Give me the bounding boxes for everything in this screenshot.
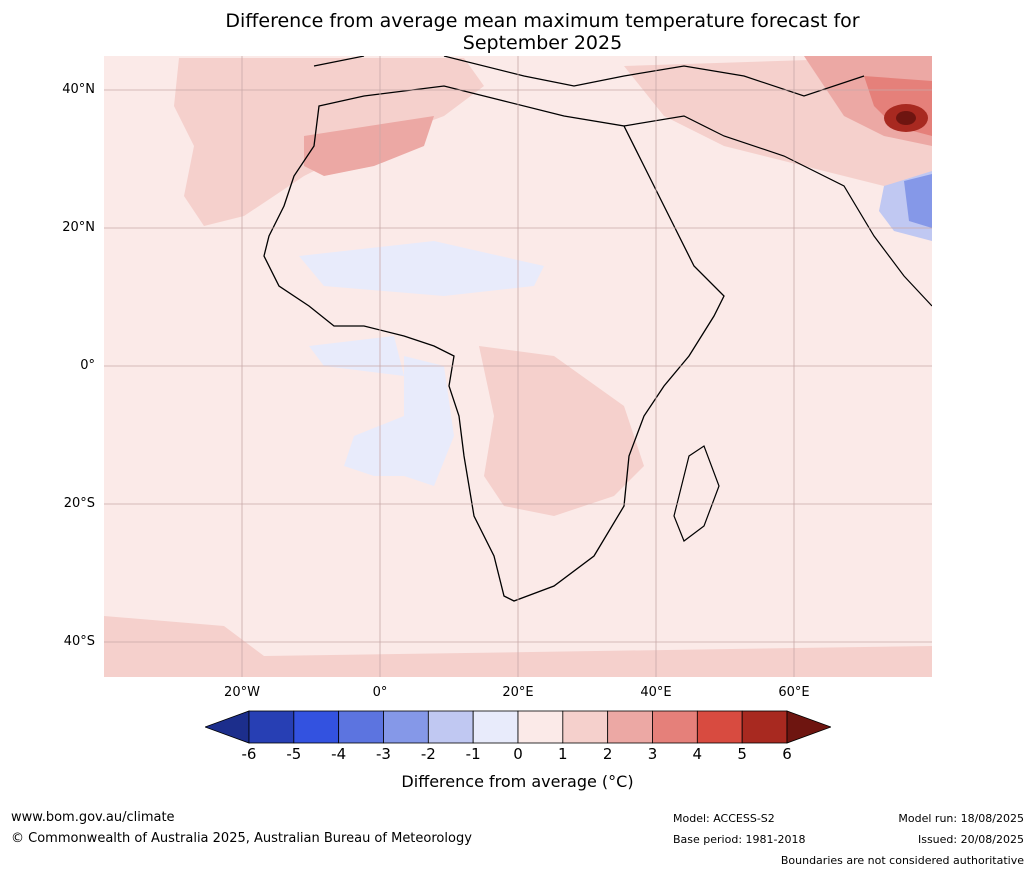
anomaly-2-3-patch (304, 116, 434, 176)
forecast-map (104, 56, 932, 677)
footer-disclaimer: Boundaries are not considered authoritat… (780, 854, 1024, 867)
footer-base-period: Base period: 1981-2018 (673, 833, 806, 846)
anomaly-cool-patch-sahel (299, 241, 544, 296)
colorbar-box (293, 710, 340, 744)
colorbar-box (696, 710, 743, 744)
map-svg (104, 56, 932, 677)
colorbar-extend-high (786, 710, 833, 744)
colorbar-extend-low (203, 710, 250, 744)
colorbar-box (427, 710, 474, 744)
footer-copyright: © Commonwealth of Australia 2025, Austra… (11, 831, 472, 846)
lat-label-20s: 20°S (63, 496, 95, 511)
colorbar-box (607, 710, 653, 744)
arabia-coastline (623, 115, 932, 307)
title-line-2: September 2025 (462, 32, 623, 54)
colorbar-tick-label: -3 (376, 745, 391, 763)
footer-model-run: Model run: 18/08/2025 (898, 812, 1024, 825)
graticule (104, 56, 932, 677)
lon-label-0: 0° (372, 685, 388, 700)
anomaly-6-patch-asia (896, 111, 916, 125)
lon-label-40e: 40°E (640, 685, 672, 700)
colorbar-tick-label: -6 (241, 745, 257, 763)
colorbar-tick-label: -4 (331, 745, 347, 763)
anomaly-cool-patch-atlantic (344, 356, 454, 486)
colorbar-tick-label: 0 (513, 745, 523, 763)
colorbar-box (741, 710, 788, 744)
colorbar-svg (203, 710, 833, 744)
colorbar-box (383, 710, 429, 744)
colorbar-tick-label: -2 (420, 745, 436, 763)
lon-label-60e: 60°E (778, 685, 810, 700)
colorbar-tick-label: 2 (602, 745, 613, 763)
footer-model: Model: ACCESS-S2 (673, 812, 775, 825)
lat-label-0: 0° (80, 358, 95, 373)
colorbar-tick-label: -1 (465, 745, 481, 763)
map-title: Difference from average mean maximum tem… (0, 10, 1035, 54)
colorbar-tick-label: -5 (286, 745, 302, 763)
lat-label-20n: 20°N (62, 220, 95, 235)
anomaly-1-2-patch-southern-ocean (104, 616, 932, 677)
colorbar-tick-label: 5 (737, 745, 747, 763)
colorbar-label: Difference from average (°C) (401, 772, 634, 791)
lat-label-40s: 40°S (63, 634, 95, 649)
africa-coastline (263, 85, 725, 602)
lat-label-40n: 40°N (62, 82, 95, 97)
colorbar-box (517, 710, 564, 744)
colorbar-box (338, 710, 384, 744)
colorbar-box (562, 710, 609, 744)
colorbar-box (652, 710, 698, 744)
colorbar-tick-label: 4 (692, 745, 703, 763)
colorbar-tick-label: 3 (647, 745, 658, 763)
colorbar-tick-label: 1 (558, 745, 568, 763)
anomaly-1-2-patch-south (479, 346, 644, 516)
title-line-1: Difference from average mean maximum tem… (225, 10, 860, 32)
anomaly-cool-core-india (904, 174, 932, 228)
madagascar-coastline (673, 445, 720, 542)
footer-issued: Issued: 20/08/2025 (917, 833, 1024, 846)
colorbar-box (472, 710, 519, 744)
colorbar-tick-label: 6 (782, 745, 792, 763)
lon-label-20w: 20°W (224, 685, 260, 700)
lon-label-20e: 20°E (502, 685, 534, 700)
colorbar-box (248, 710, 295, 744)
footer-website: www.bom.gov.au/climate (11, 810, 175, 825)
colorbar (203, 710, 833, 748)
